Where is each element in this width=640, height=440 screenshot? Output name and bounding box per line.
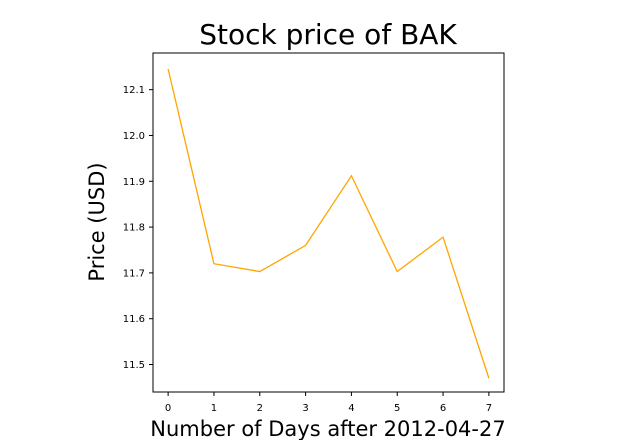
- series-line: [167, 68, 490, 379]
- series-layer: [167, 68, 490, 379]
- y-tick-label: 12.0: [123, 131, 145, 142]
- y-tick-label: 11.8: [123, 223, 145, 234]
- x-tick-label: 2: [257, 403, 263, 414]
- y-axis-label: Price (USD): [85, 162, 109, 281]
- plot-area: 0 1 2 3 4 5 6 7 11.5 11.6 11.7 11.8 11.9 12.0 12.1: [123, 52, 505, 414]
- plot-frame: [152, 52, 505, 393]
- y-tick-label: 11.6: [123, 314, 145, 325]
- chart-title: Stock price of BAK: [199, 18, 457, 51]
- y-tick-label: 11.7: [123, 268, 145, 279]
- x-tick-label: 5: [394, 403, 400, 414]
- x-tick-label: 6: [440, 403, 446, 414]
- x-tick-label: 4: [348, 403, 354, 414]
- y-axis-ticks: 11.5 11.6 11.7 11.8 11.9 12.0 12.1: [123, 85, 153, 371]
- y-tick-label: 12.1: [123, 85, 145, 96]
- x-tick-label: 3: [302, 403, 308, 414]
- x-tick-label: 1: [211, 403, 217, 414]
- x-tick-label: 0: [165, 403, 171, 414]
- x-tick-label: 7: [486, 403, 492, 414]
- x-axis-ticks: 0 1 2 3 4 5 6 7: [165, 392, 492, 414]
- y-tick-label: 11.5: [123, 360, 145, 371]
- x-axis-label: Number of Days after 2012-04-27: [150, 417, 505, 440]
- y-tick-label: 11.9: [123, 177, 145, 188]
